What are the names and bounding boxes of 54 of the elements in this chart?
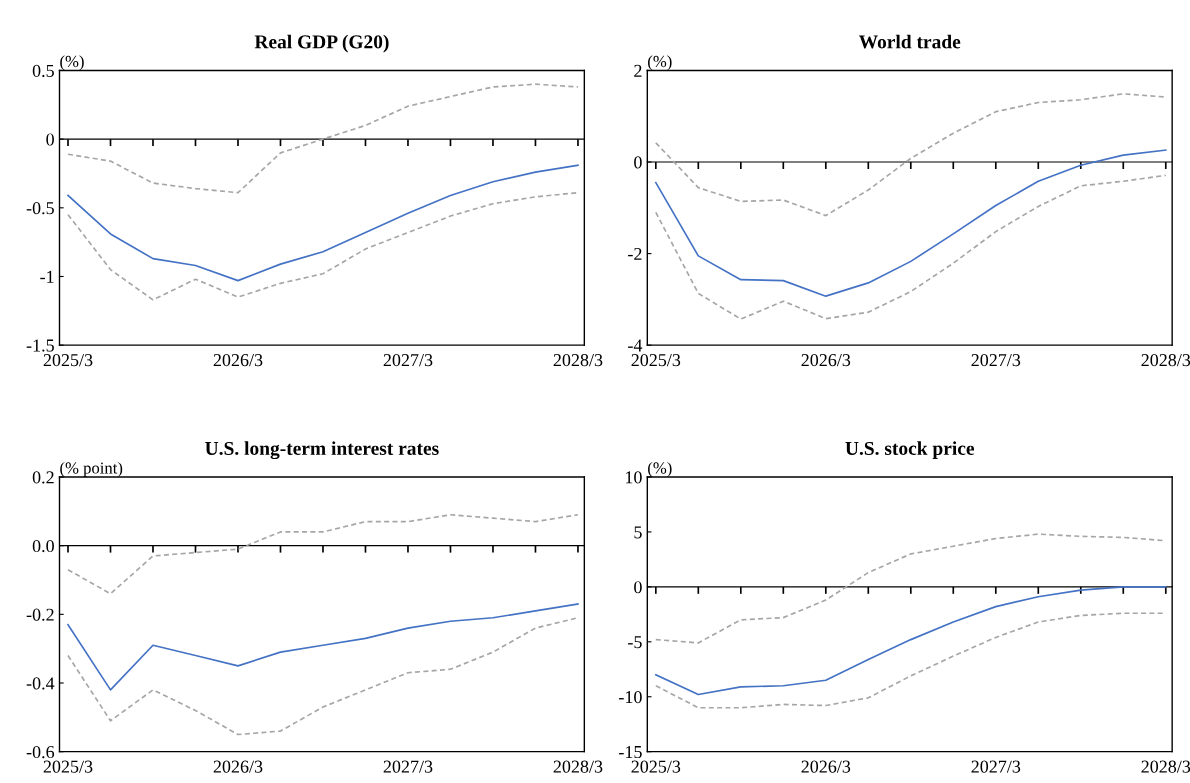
y-tick-label: 0.2: [32, 471, 54, 484]
line-series: [67, 616, 579, 736]
x-tick-label: 2025/3: [43, 760, 93, 773]
line-series: [654, 174, 1167, 320]
y-tick-label: 2: [634, 64, 642, 77]
x-tick-label: 2028/3: [553, 760, 603, 773]
x-tick-label: 2025/3: [631, 760, 681, 773]
line-series: [654, 149, 1167, 298]
y-tick-label: 5: [634, 526, 642, 539]
y-tick-label: -0.5: [26, 202, 54, 215]
x-tick-label: 2028/3: [1141, 354, 1190, 367]
y-axis-title: (% point): [60, 461, 123, 477]
x-tick-label: 2027/3: [971, 354, 1021, 367]
y-tick-label: -1.5: [26, 339, 54, 352]
y-tick-label: -1: [40, 270, 54, 283]
line-series: [67, 164, 579, 282]
x-tick-label: 2028/3: [1141, 760, 1190, 773]
y-tick-label: -0.2: [26, 608, 54, 621]
y-tick-label: -5: [628, 636, 642, 649]
chart-title: Real GDP (G20): [254, 34, 389, 53]
y-tick-label: 0: [634, 581, 642, 594]
x-tick-label: 2028/3: [553, 354, 603, 367]
y-tick-label: -0.4: [26, 677, 55, 690]
y-tick-label: -0.6: [26, 745, 55, 759]
y-axis-title: (%): [648, 461, 672, 477]
y-tick-label: -10: [619, 691, 642, 704]
line-series: [67, 513, 579, 595]
line-series: [67, 603, 579, 691]
x-tick-label: 2026/3: [213, 354, 263, 367]
y-axis-title: (%): [648, 55, 672, 71]
y-tick-label: 0: [46, 133, 54, 146]
y-tick-label: 0: [634, 156, 642, 169]
chart-title: U.S. stock price: [845, 441, 975, 459]
y-tick-label: -15: [619, 746, 642, 759]
y-tick-label: 0.5: [32, 64, 54, 77]
y-tick-label: -4: [628, 339, 643, 352]
line-series: [67, 191, 579, 301]
line-series: [67, 83, 579, 194]
chart-title: World trade: [858, 34, 961, 49]
y-axis-title: (%): [60, 55, 84, 71]
x-tick-label: 2026/3: [801, 354, 851, 367]
line-series: [654, 586, 1167, 696]
x-tick-label: 2025/3: [631, 354, 681, 367]
y-tick-label: 10: [625, 471, 642, 484]
x-tick-label: 2027/3: [383, 354, 433, 367]
chart-title: U.S. long-term interest rates: [205, 441, 439, 460]
y-tick-label: 0.0: [32, 539, 54, 553]
x-tick-label: 2026/3: [801, 760, 851, 773]
y-tick-label: -2: [628, 247, 642, 260]
x-tick-label: 2027/3: [971, 760, 1021, 773]
x-tick-label: 2026/3: [213, 760, 263, 773]
x-tick-label: 2025/3: [43, 354, 93, 367]
x-tick-label: 2027/3: [383, 760, 433, 773]
line-series: [654, 92, 1167, 217]
